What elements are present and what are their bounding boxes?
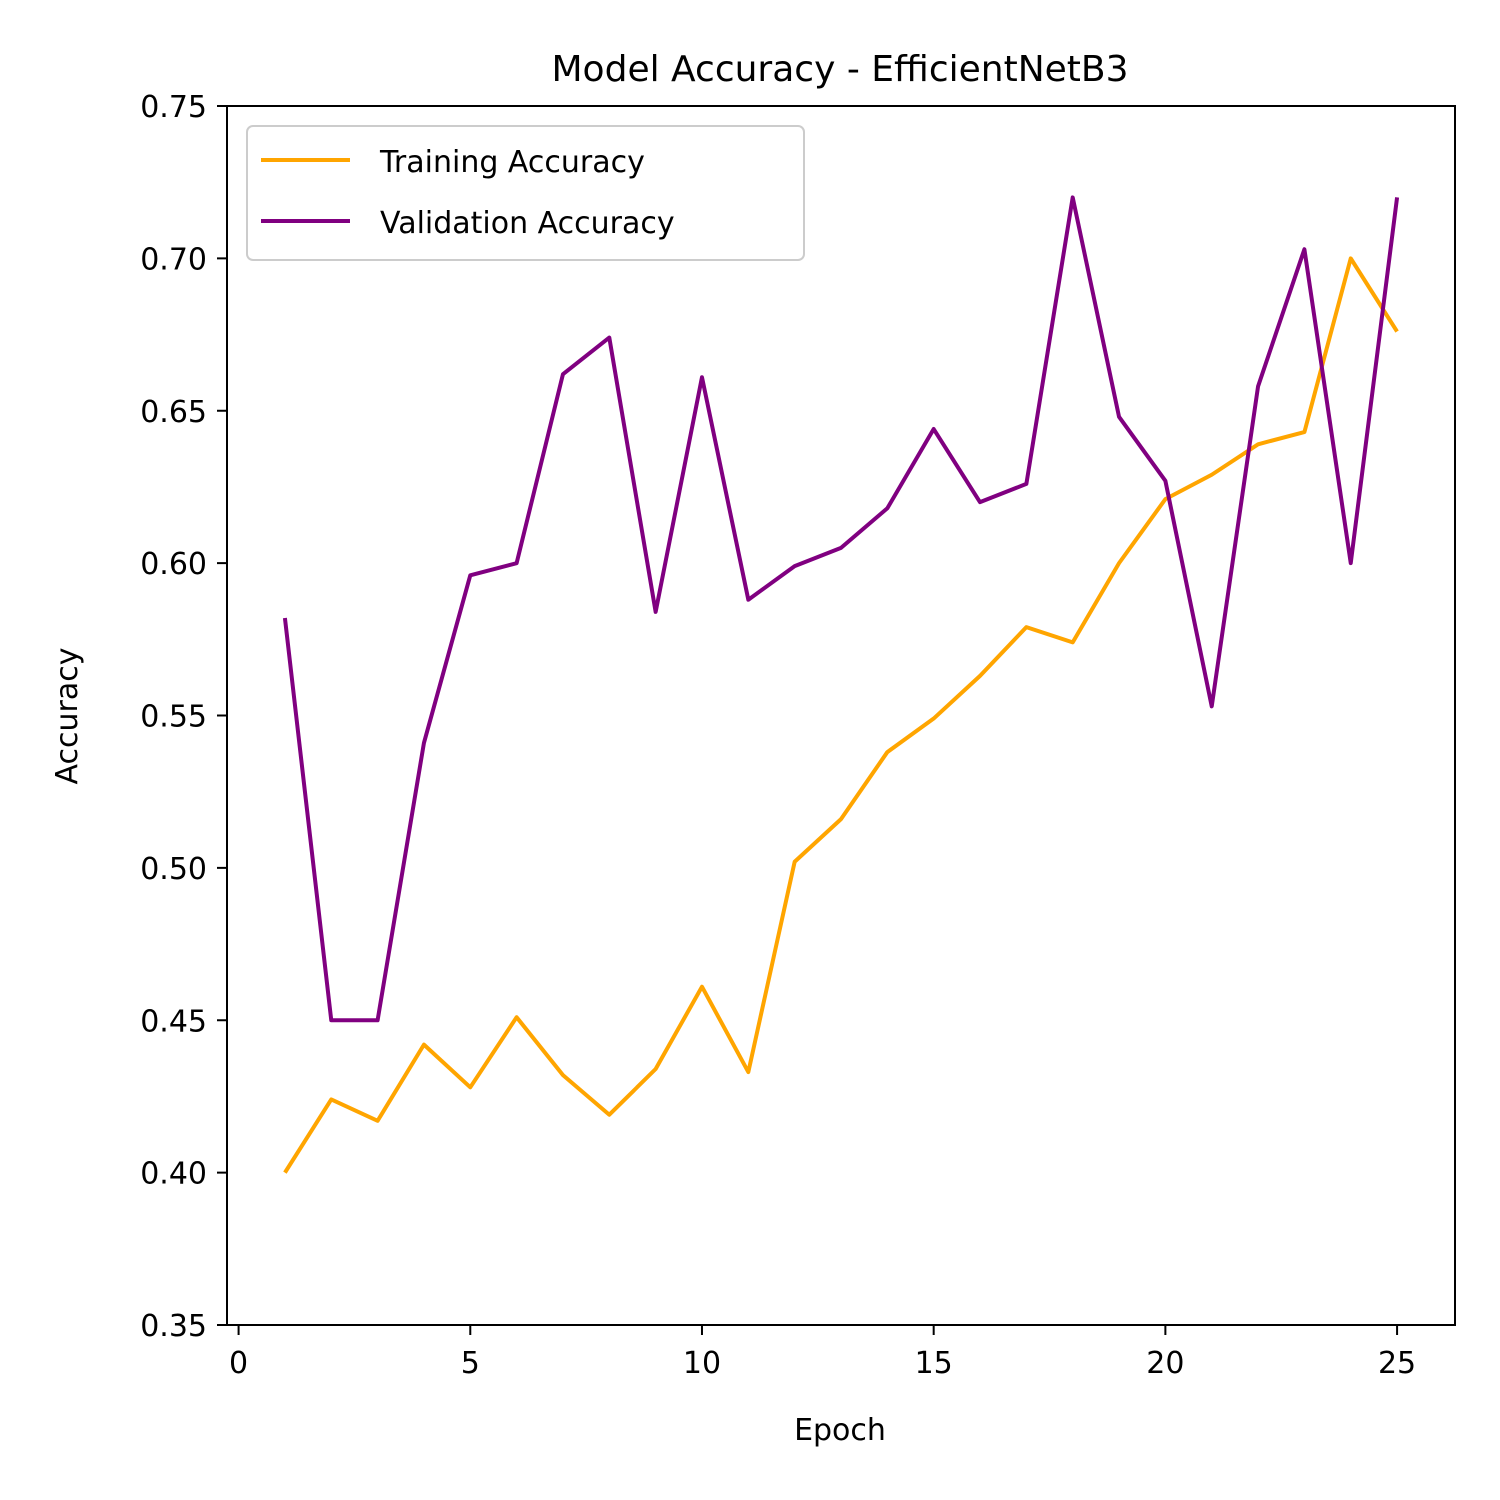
series-lines	[282, 195, 1400, 1174]
legend-label-training: Training Accuracy	[379, 145, 645, 180]
chart-title: Model Accuracy - EfficientNetB3	[552, 49, 1129, 90]
y-tick-label: 0.75	[140, 90, 207, 125]
x-tick-label: 0	[229, 1346, 248, 1381]
y-tick-label: 0.40	[140, 1157, 207, 1192]
x-axis-ticks: 0 5 10 15 20 25	[229, 1325, 1416, 1381]
y-tick-label: 0.45	[140, 1004, 207, 1039]
x-tick-label: 20	[1146, 1346, 1184, 1381]
legend: Training Accuracy Validation Accuracy	[246, 125, 805, 261]
x-tick-label: 5	[461, 1346, 480, 1381]
legend-box	[246, 125, 805, 261]
x-tick-label: 25	[1378, 1346, 1416, 1381]
series-line-validation-accuracy	[282, 195, 1400, 1023]
series-line-training-accuracy	[283, 256, 1399, 1174]
y-tick-label: 0.60	[140, 547, 207, 582]
x-tick-label: 15	[915, 1346, 953, 1381]
x-axis-label: Epoch	[794, 1413, 886, 1448]
y-axis-ticks: 0.35 0.40 0.45 0.50 0.55 0.60 0.65 0.70 0.75	[140, 90, 227, 1344]
x-tick-label: 10	[683, 1346, 721, 1381]
legend-label-validation: Validation Accuracy	[380, 206, 675, 241]
y-tick-label: 0.50	[140, 852, 207, 887]
y-tick-label: 0.65	[140, 395, 207, 430]
y-tick-label: 0.55	[140, 700, 207, 735]
y-axis-label: Accuracy	[50, 648, 85, 785]
y-tick-label: 0.70	[140, 242, 207, 277]
y-tick-label: 0.35	[140, 1309, 207, 1344]
